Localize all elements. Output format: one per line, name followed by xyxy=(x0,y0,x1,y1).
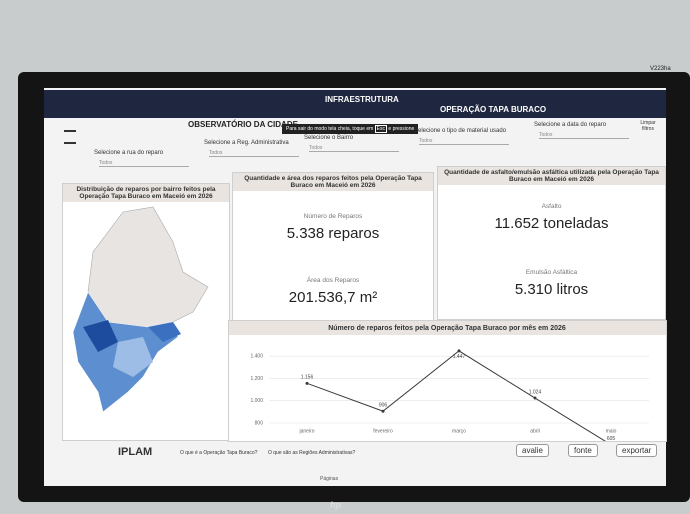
kpi-label: Área dos Reparos xyxy=(306,277,360,284)
filter-label: Selecione o tipo de material usado xyxy=(414,128,507,134)
y-tick-label: 1.200 xyxy=(250,376,263,382)
panel-title: Distribuição de reparos por bairro feito… xyxy=(63,184,229,202)
panel-title: Quantidade e área dos reparos feitos pel… xyxy=(233,173,433,191)
map-region xyxy=(87,206,209,328)
filter-dropdown[interactable]: Todos xyxy=(419,138,509,145)
panel-title: Quantidade de asfalto/emulsão asfáltica … xyxy=(438,167,665,185)
button[interactable]: fonte xyxy=(568,444,598,457)
line-chart: Número de reparos feitos pela Operação T… xyxy=(228,320,667,442)
point xyxy=(381,409,385,413)
filter-dropdown[interactable]: Todos xyxy=(309,145,399,152)
footer-link[interactable]: O que são as Regiões Administrativas? xyxy=(268,450,356,456)
kpi-label: Número de Reparos xyxy=(303,213,363,220)
filter-label: Selecione o Bairro xyxy=(304,135,354,141)
x-tick-label: maio xyxy=(606,428,617,434)
tooltip: Para sair do modo tela cheia, toque em E… xyxy=(282,124,419,134)
monitor-model: V223ha xyxy=(650,66,671,72)
brand: IPLAM xyxy=(118,446,153,458)
nav-item[interactable]: INFRAESTRUTURA xyxy=(325,95,399,104)
filter-label: Selecione a rua do reparo xyxy=(94,150,164,156)
button[interactable]: avalie xyxy=(516,444,549,457)
kpi-value: 5.310 litros xyxy=(514,281,589,298)
x-tick-label: fevereiro xyxy=(373,428,393,434)
tooltip-text: e pressione xyxy=(388,126,415,132)
filter-row: Selecione a rua do reparo Todos Selecione … xyxy=(44,120,644,167)
kpi-value: 5.338 reparos xyxy=(286,225,380,242)
map-panel: Distribuição de reparos por bairro feito… xyxy=(62,183,230,441)
monitor-logo: hp xyxy=(330,500,341,510)
data-label: 1.447 xyxy=(453,354,466,360)
pages-label: Páginas xyxy=(320,476,339,482)
x-tick-label: março xyxy=(452,428,466,434)
map-region xyxy=(148,322,181,342)
data-label: 1.024 xyxy=(529,389,542,395)
tooltip-text: Para sair do modo tela cheia, toque em xyxy=(286,126,374,132)
data-label: 1.156 xyxy=(301,375,314,381)
kpi-label: Emulsão Asfáltica xyxy=(525,269,578,276)
clear-filters[interactable]: Limpar filtros xyxy=(640,120,656,132)
filter-dropdown[interactable]: Todos xyxy=(539,132,629,139)
y-tick-label: 1.000 xyxy=(250,398,263,404)
point xyxy=(457,349,461,353)
point xyxy=(533,396,537,400)
footer-link[interactable]: O que é a Operação Tapa Buraco? xyxy=(180,450,258,456)
data-label: 906 xyxy=(379,403,388,409)
point xyxy=(305,381,309,385)
filter-dropdown[interactable]: Todos xyxy=(99,160,189,167)
filter-label: Selecione a data do reparo xyxy=(534,122,607,128)
x-tick-label: abril xyxy=(530,428,539,434)
map-region xyxy=(113,337,153,377)
repairs-panel: Quantidade e área dos reparos feitos pel… xyxy=(232,172,434,322)
y-tick-label: 800 xyxy=(255,420,264,426)
y-tick-label: 1.400 xyxy=(250,353,263,359)
map-region xyxy=(83,320,118,352)
kpi-label: Asfalto xyxy=(541,203,562,210)
panel-title-bg xyxy=(229,321,666,335)
map xyxy=(72,206,209,413)
data-label: 605 xyxy=(607,436,616,442)
menu-icon[interactable] xyxy=(64,130,76,144)
kpi-value: 201.536,7 m² xyxy=(288,289,378,306)
tooltip-key: Esc xyxy=(374,125,388,133)
header-bar xyxy=(44,90,666,118)
nav-item[interactable]: OBSERVATÓRIO DA CIDADE xyxy=(188,120,298,129)
button[interactable]: exportar xyxy=(616,444,658,457)
kpi-value: 11.652 toneladas xyxy=(494,215,609,232)
nav-item[interactable]: OPERAÇÃO TAPA BURACO xyxy=(440,105,547,114)
x-tick-label: janeiro xyxy=(298,428,314,434)
filter-label: Selecione a Reg. Administrativa xyxy=(204,140,289,146)
filter-dropdown[interactable]: Todos xyxy=(209,150,299,157)
asphalt-panel: Quantidade de asfalto/emulsão asfáltica … xyxy=(437,166,666,320)
chart-title: Número de reparos feitos pela Operação T… xyxy=(328,325,566,332)
